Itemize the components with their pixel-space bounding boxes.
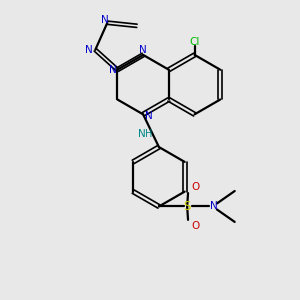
Text: O: O	[191, 182, 199, 192]
Text: N: N	[139, 44, 147, 55]
Text: H: H	[146, 129, 153, 139]
Text: N: N	[138, 129, 146, 139]
Text: N: N	[109, 65, 117, 75]
Text: N: N	[145, 111, 153, 121]
Text: O: O	[191, 221, 199, 231]
Text: N: N	[210, 202, 218, 212]
Text: S: S	[184, 200, 191, 213]
Text: N: N	[100, 15, 108, 25]
Text: Cl: Cl	[189, 37, 200, 46]
Text: N: N	[85, 45, 93, 55]
